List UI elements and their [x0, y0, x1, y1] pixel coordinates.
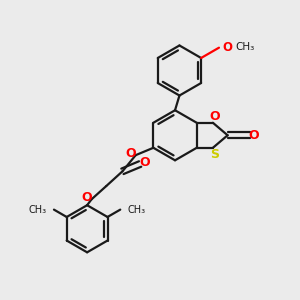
Text: O: O: [139, 156, 150, 169]
Text: CH₃: CH₃: [235, 42, 254, 52]
Text: O: O: [209, 110, 220, 123]
Text: S: S: [210, 148, 219, 161]
Text: O: O: [223, 40, 232, 54]
Text: O: O: [249, 129, 260, 142]
Text: CH₃: CH₃: [128, 205, 146, 214]
Text: O: O: [81, 191, 92, 204]
Text: CH₃: CH₃: [28, 205, 46, 214]
Text: O: O: [125, 147, 136, 160]
